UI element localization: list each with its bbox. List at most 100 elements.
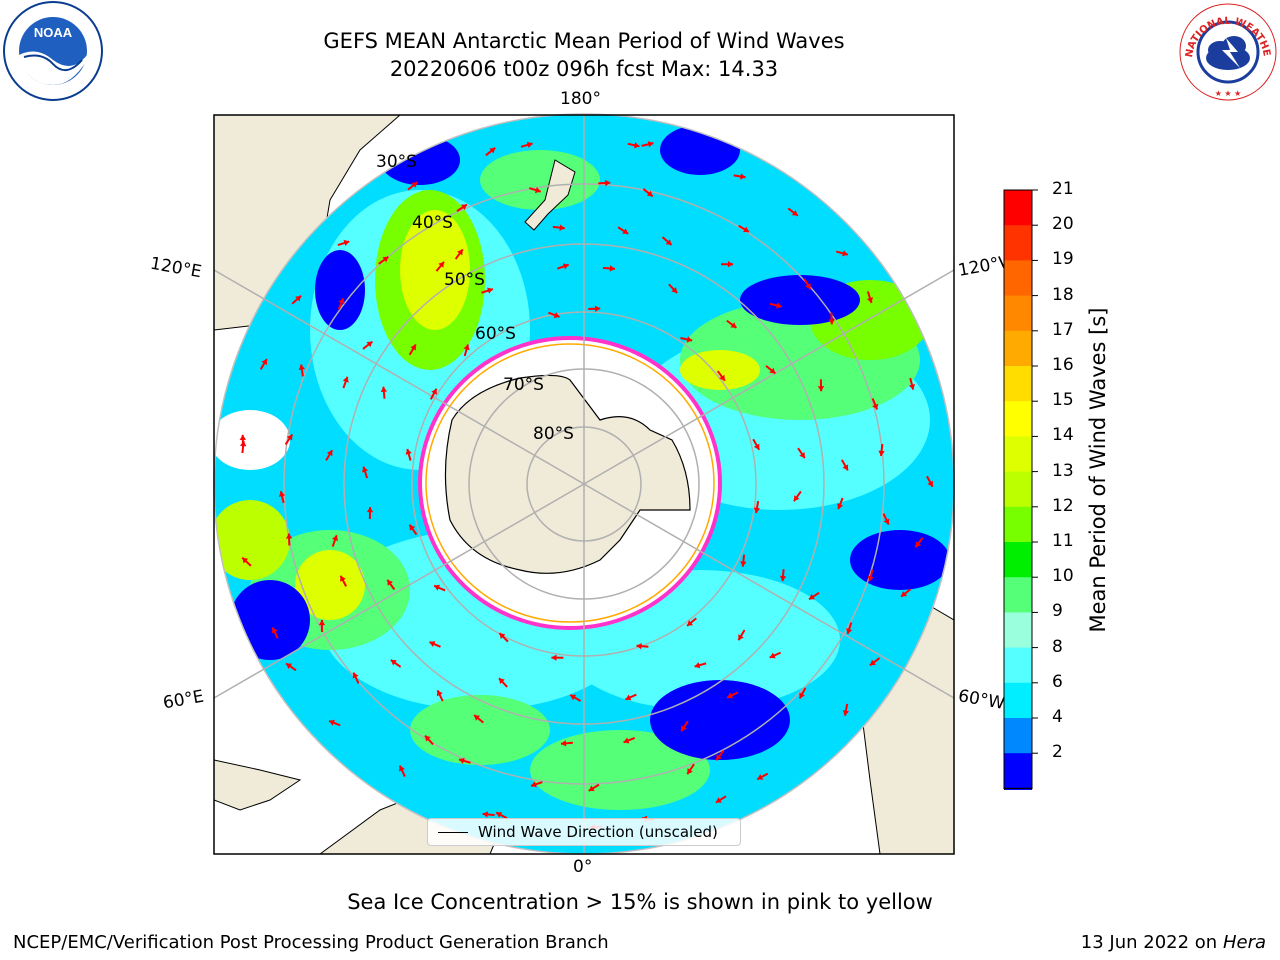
wave-direction-arrowhead (436, 690, 443, 697)
svg-text:NOAA: NOAA (34, 25, 73, 40)
wave-direction-arrowhead (730, 322, 737, 328)
wave-direction-arrowhead (526, 141, 533, 148)
wave-direction-arrowhead (753, 443, 760, 450)
colorbar-tick-label: 15 (1052, 390, 1074, 411)
wave-direction-arrowhead (837, 503, 844, 510)
wave-direction-arrowhead (382, 256, 389, 263)
colorbar-tick-label: 18 (1052, 284, 1074, 305)
wave-direction-arrowhead (805, 283, 811, 290)
colorbar-segment (1004, 225, 1032, 261)
wave-direction-arrowhead (742, 226, 749, 233)
colorbar-segment (1004, 647, 1032, 684)
wave-direction-arrowhead (261, 358, 268, 365)
colorbar-tick-label: 9 (1052, 601, 1063, 622)
colorbar-tick-label: 8 (1052, 636, 1063, 657)
wave-direction-arrowhead (719, 374, 725, 381)
colorbar-segment (1004, 330, 1032, 367)
wave-direction-arrowhead (474, 715, 481, 721)
wave-direction-arrowhead (769, 367, 776, 374)
colorbar-tick-label: 13 (1052, 460, 1074, 481)
wave-direction-arrowhead (570, 694, 577, 701)
wave-direction-arrowhead (326, 450, 333, 457)
wave-direction-arrowhead (361, 466, 369, 473)
lon-label-0: 0° (573, 857, 593, 877)
wave-direction-arrowhead (633, 142, 640, 149)
wave-direction-arrowhead (487, 287, 493, 294)
wave-direction-arrowhead (867, 575, 874, 582)
wave-direction-arrowhead (409, 524, 416, 531)
wave-direction-arrowhead (883, 518, 890, 525)
sea-ice-note: Sea Ice Concentration > 15% is shown in … (347, 890, 933, 914)
wave-direction-arrowhead (405, 449, 412, 455)
wave-direction-arrowhead (553, 312, 560, 319)
nws-logo: NATIONAL WEATHER SERVICE ★ ★ ★ (1176, 0, 1277, 101)
wave-direction-arrowhead (551, 654, 557, 661)
legend-label: Wind Wave Direction (unscaled) (478, 823, 718, 841)
wave-direction-arrowhead (842, 464, 849, 471)
wave-direction-arrowhead (562, 263, 569, 270)
lon-label-180: 180° (560, 89, 601, 109)
wave-direction-arrowhead (366, 341, 373, 348)
colorbar-segment (1004, 612, 1032, 649)
wave-direction-arrowhead (799, 452, 805, 459)
colorbar-tick-label: 6 (1052, 671, 1063, 692)
wave-direction-arrowhead (285, 533, 293, 539)
colorbar-segment (1004, 471, 1032, 508)
legend-line-swatch (438, 832, 468, 833)
wave-direction-arrowhead (340, 575, 346, 582)
wave-direction-arrowhead (338, 298, 345, 305)
map-frame (213, 114, 955, 855)
wave-direction-arrowhead (424, 735, 431, 742)
map-legend: Wind Wave Direction (unscaled) (427, 818, 741, 846)
wave-direction-arrowhead (438, 261, 445, 268)
colorbar (1003, 189, 1038, 790)
wave-direction-arrowhead (239, 434, 247, 441)
wave-direction-arrowhead (496, 812, 503, 818)
wave-direction-arrowhead (901, 590, 908, 597)
colorbar-segment (1004, 295, 1032, 332)
wave-direction-arrowhead (387, 579, 393, 586)
wave-direction-arrowhead (390, 659, 397, 666)
footer-date: 13 Jun 2022 on Hera (1080, 932, 1266, 953)
wave-direction-arrowhead (686, 336, 693, 343)
wave-direction-arrowhead (779, 575, 787, 582)
wave-direction-arrowhead (738, 634, 744, 641)
wave-direction-arrowhead (329, 719, 335, 726)
wave-direction-arrowhead (828, 319, 835, 325)
colorbar-segment (1004, 190, 1032, 226)
footer-credit: NCEP/EMC/Verification Post Processing Pr… (13, 932, 609, 953)
wave-direction-arrowhead (457, 249, 463, 256)
wave-direction-arrowhead (318, 620, 326, 626)
wave-direction-arrowhead (530, 781, 537, 788)
lat-label-30s: 30°S (376, 152, 417, 172)
colorbar-segment (1004, 718, 1032, 754)
colorbar-tick-label: 21 (1052, 179, 1074, 199)
colorbar-tick-label: 2 (1052, 742, 1063, 763)
lat-label-80s: 80°S (533, 424, 574, 444)
wave-direction-arrowhead (757, 774, 764, 780)
wave-direction-arrowhead (842, 710, 850, 716)
wave-direction-arrowhead (715, 797, 722, 803)
colorbar-tick-label: 17 (1052, 319, 1074, 340)
wave-direction-arrowhead (647, 141, 654, 148)
wave-direction-arrowhead (687, 768, 693, 775)
wave-direction-arrowhead (342, 376, 349, 383)
wave-direction-arrowhead (842, 250, 848, 257)
wave-direction-arrowhead (671, 287, 678, 293)
map-subtitle: 20220606 t00z 096h fcst Max: 14.33 (389, 57, 779, 81)
wave-direction-arrowhead (878, 450, 885, 456)
lat-label-50s: 50°S (444, 270, 485, 290)
wave-direction-arrowhead (434, 584, 441, 591)
colorbar-segment (1004, 436, 1032, 473)
wave-direction-arrowhead (588, 785, 595, 791)
lat-label-70s: 70°S (503, 375, 544, 395)
wave-direction-arrowhead (623, 737, 630, 744)
wave-direction-arrowhead (343, 239, 350, 247)
lat-label-60s: 60°S (475, 324, 516, 344)
wave-direction-arrowhead (298, 364, 306, 371)
wave-direction-arrowhead (687, 620, 693, 626)
wave-direction-arrowhead (609, 265, 615, 272)
wave-direction-arrowhead (489, 147, 496, 154)
colorbar-segment (1004, 506, 1032, 543)
colorbar-segment (1004, 260, 1032, 297)
